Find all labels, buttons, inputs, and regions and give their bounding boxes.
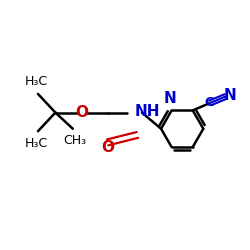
Text: H₃C: H₃C (24, 137, 48, 150)
Text: NH: NH (134, 104, 160, 119)
Text: O: O (101, 140, 114, 156)
Text: N: N (164, 91, 177, 106)
Text: CH₃: CH₃ (64, 134, 87, 147)
Text: H₃C: H₃C (24, 76, 48, 88)
Text: C: C (205, 96, 214, 110)
Text: O: O (75, 105, 88, 120)
Text: N: N (224, 88, 236, 103)
